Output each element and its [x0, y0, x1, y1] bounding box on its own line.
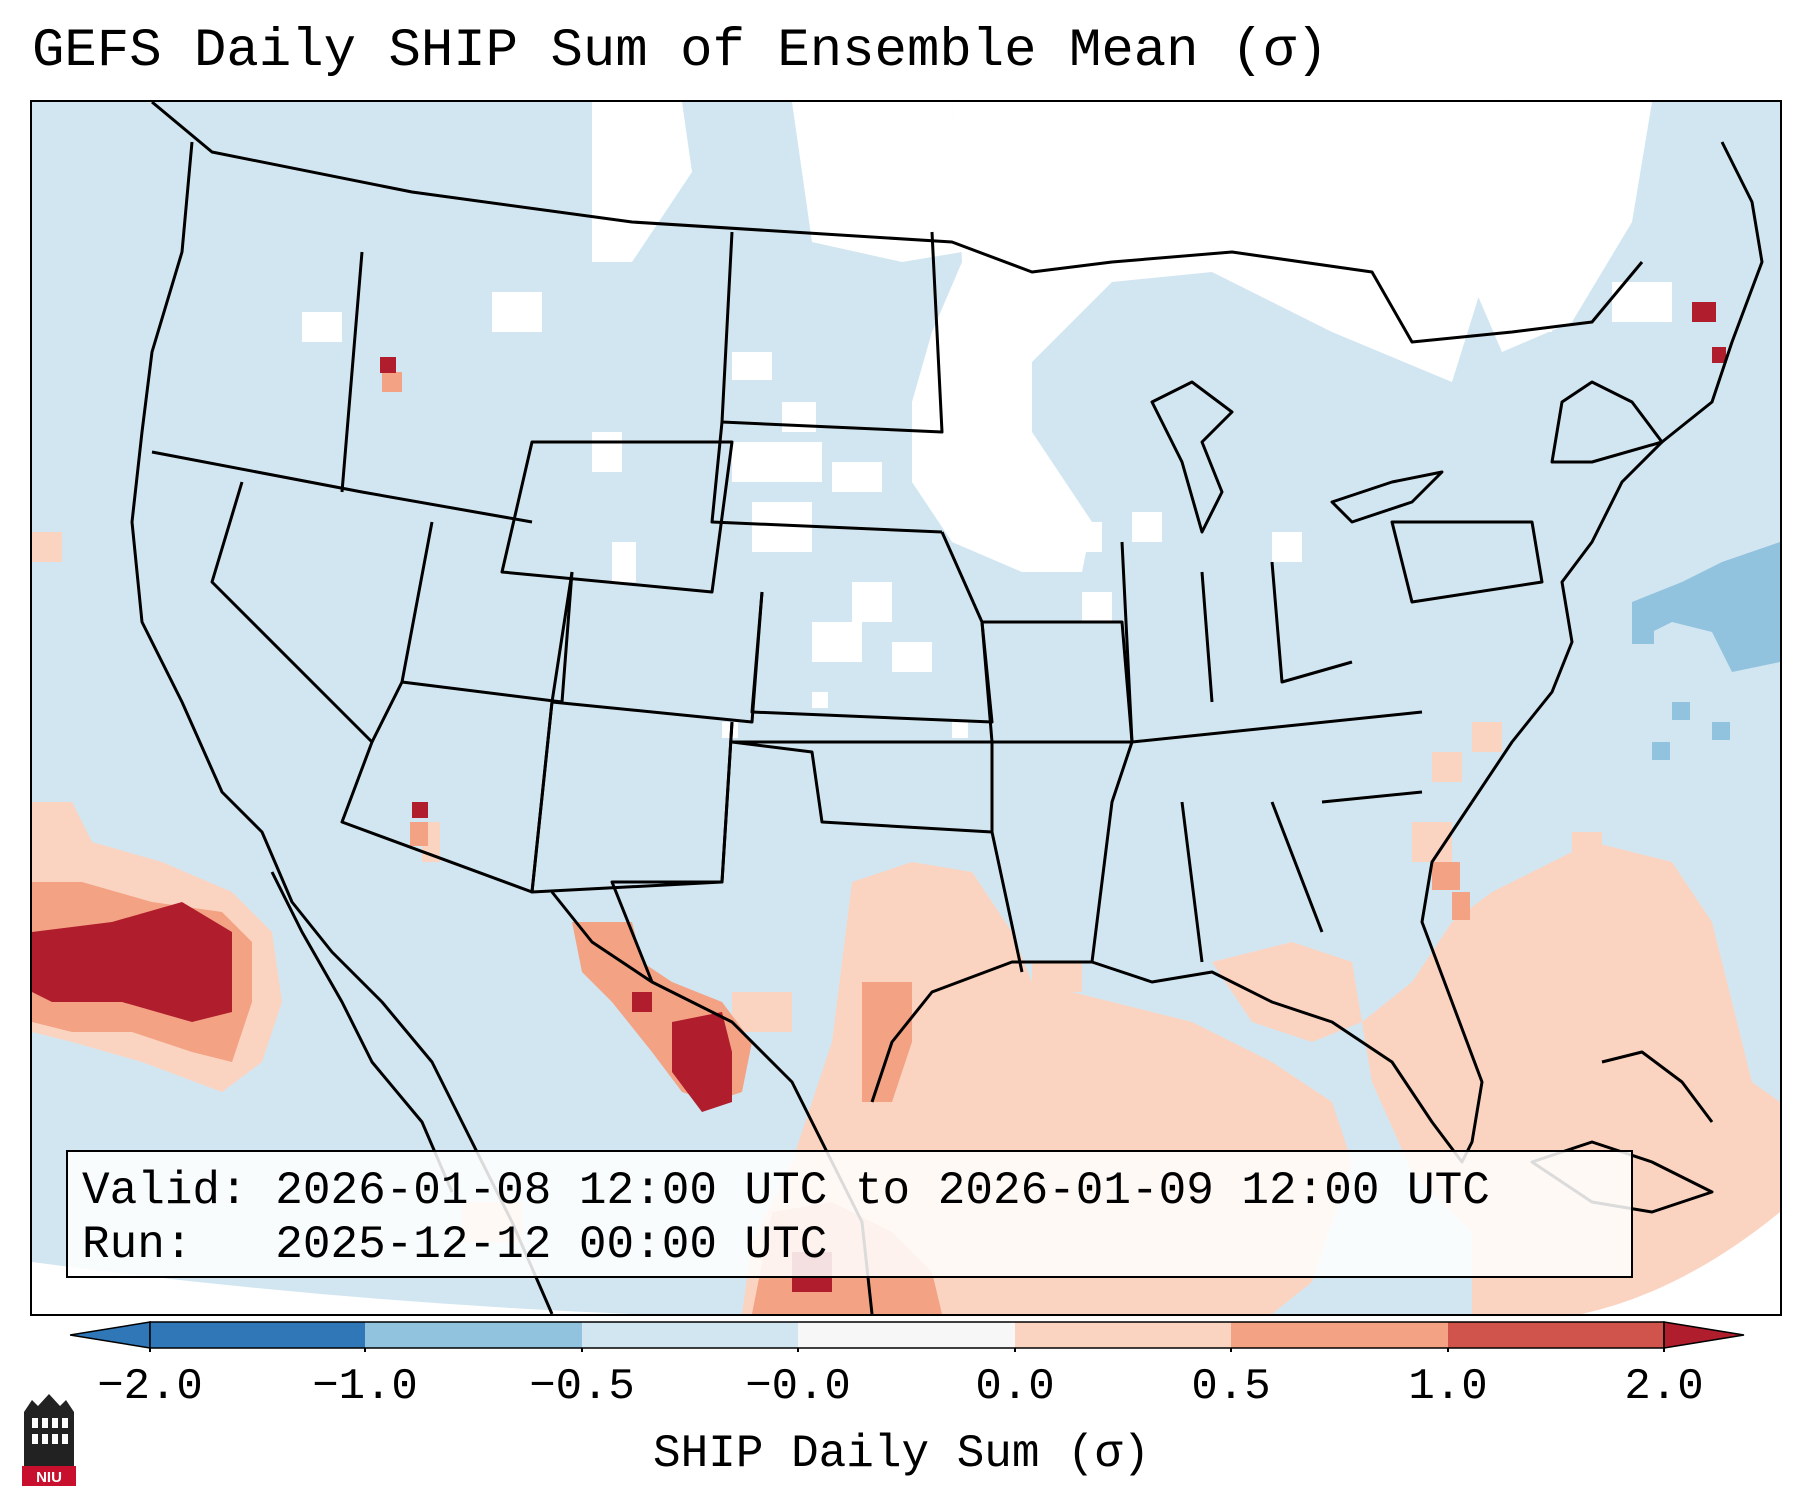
negative-anomaly-regions — [1632, 542, 1780, 760]
colorbar-tick-7: 1.0 — [1408, 1362, 1488, 1412]
colorbar-extend-right — [1663, 1321, 1745, 1349]
state-line-21 — [1321, 790, 1423, 804]
grid-edge-left — [32, 1262, 632, 1314]
state-line-24 — [1390, 520, 1544, 604]
great-lakes — [1150, 380, 1234, 534]
state-line-4 — [720, 231, 944, 434]
state-line-20 — [1270, 801, 1324, 933]
canada-us-border — [151, 102, 1644, 344]
pacific-coast — [130, 141, 554, 1314]
state-line-23 — [1270, 561, 1353, 684]
colorbar-tick-4: −0.0 — [745, 1362, 851, 1412]
colorbar-bin-4 — [798, 1322, 1015, 1348]
valid-value: 2026-01-08 12:00 UTC to 2026-01-09 12:00… — [275, 1165, 1490, 1217]
colorbar-bin-2 — [365, 1322, 582, 1348]
colorbar-ticks — [149, 1348, 1665, 1352]
state-line-22 — [1200, 571, 1214, 703]
state-line-14 — [990, 831, 1024, 973]
baja-coast — [270, 871, 454, 1193]
run-value: 2025-12-12 00:00 UTC — [275, 1219, 828, 1271]
state-line-2 — [340, 251, 364, 493]
state-line-1 — [151, 450, 533, 524]
state-line-12 — [610, 721, 734, 983]
state-line-3 — [500, 440, 734, 594]
colorbar-bin-1 — [150, 1322, 365, 1348]
colorbar — [70, 1321, 1745, 1352]
new-england — [1550, 380, 1664, 464]
colorbar-tick-8: 2.0 — [1624, 1362, 1704, 1412]
atlantic-coast — [1470, 141, 1764, 803]
state-line-18 — [1090, 741, 1134, 963]
map-title: GEFS Daily SHIP Sum of Ensemble Mean (σ) — [32, 21, 1329, 82]
map-canvas[interactable] — [32, 102, 1780, 1314]
logo-text: NIU — [36, 1469, 62, 1486]
colorbar-tick-5: 0.0 — [975, 1362, 1055, 1412]
colorbar-bin-6 — [1231, 1322, 1448, 1348]
colorbar-outline — [149, 1321, 1665, 1349]
colorbar-tick-1: −2.0 — [97, 1362, 203, 1412]
colorbar-label: SHIP Daily Sum (σ) — [653, 1428, 1150, 1480]
state-line-5 — [710, 421, 943, 534]
colorbar-tick-6: 0.5 — [1191, 1362, 1271, 1412]
valid-run-info: Valid: 2026-01-08 12:00 UTC to 2026-01-0… — [66, 1150, 1633, 1278]
state-line-16 — [940, 531, 984, 623]
colorbar-extend-left — [70, 1321, 151, 1349]
run-label: Run: — [82, 1219, 193, 1271]
state-line-7 — [210, 481, 404, 744]
colorbar-tick-2: −1.0 — [312, 1362, 418, 1412]
map-panel[interactable] — [30, 100, 1782, 1316]
valid-label: Valid: — [82, 1165, 248, 1217]
colorbar-bin-5 — [1015, 1322, 1231, 1348]
colorbar-bin-3 — [582, 1322, 798, 1348]
lake-erie — [1330, 470, 1444, 524]
grid-edge-right — [1582, 1212, 1780, 1314]
colorbar-bin-7 — [1448, 1322, 1664, 1348]
texas-gulf-coast — [870, 801, 1484, 1164]
state-line-13 — [730, 740, 994, 834]
state-line-19 — [1180, 801, 1204, 963]
colorbar-tick-3: −0.5 — [529, 1362, 635, 1412]
niu-logo: NIU — [22, 1394, 76, 1486]
state-line-6 — [400, 521, 574, 704]
bahamas — [1601, 1050, 1714, 1123]
